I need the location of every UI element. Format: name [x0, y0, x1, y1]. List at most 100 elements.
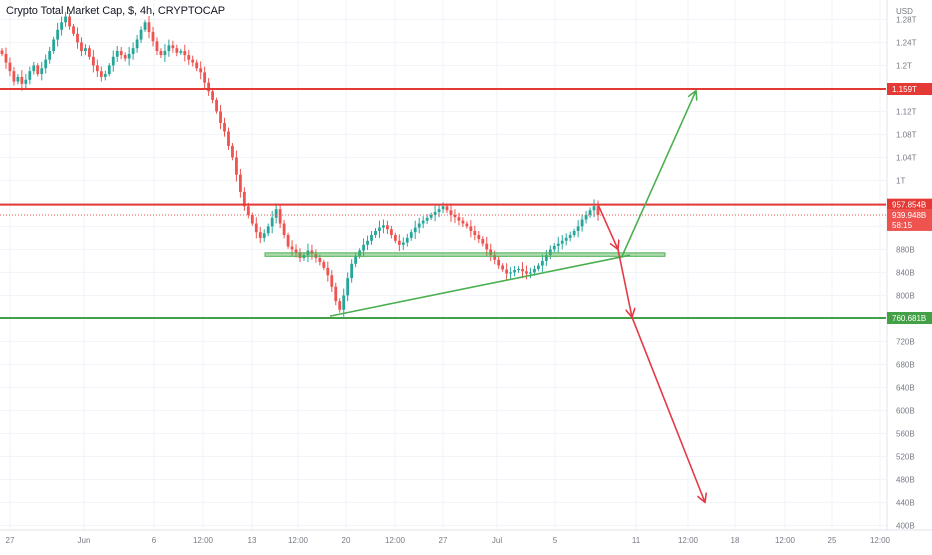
candle-body [338, 301, 342, 310]
candle-body [215, 99, 218, 112]
symbol-title[interactable]: Crypto Total Market Cap, $, 4h, CRYPTOCA… [6, 5, 226, 17]
candle-body [107, 65, 111, 75]
last-price-label-bg [887, 208, 932, 231]
candle-body [537, 265, 540, 269]
candle-body [294, 249, 298, 253]
candle-body [8, 62, 12, 72]
candle-body [282, 223, 286, 236]
candle-body [449, 210, 453, 215]
candle-body [219, 111, 222, 123]
candle-body [111, 56, 115, 66]
candle-body [465, 223, 469, 227]
time-tick-label: 12:00 [288, 536, 309, 545]
price-tick-label: 520B [896, 452, 915, 461]
candle-body [366, 240, 369, 245]
candle-body [346, 278, 350, 296]
price-tick-label: 1.24T [896, 38, 917, 47]
candle-body [183, 51, 187, 56]
candle-body [60, 22, 63, 30]
candle-body [123, 55, 127, 59]
candle-body [433, 212, 437, 215]
candle-body [397, 240, 401, 245]
candle-body [223, 122, 226, 132]
candle-body [175, 48, 179, 53]
candle-body [525, 271, 528, 274]
time-tick-label: 18 [731, 536, 740, 545]
candle-body [310, 250, 314, 255]
time-tick-label: 12:00 [870, 536, 891, 545]
time-tick-label: Jul [492, 536, 502, 545]
price-tick-label: 440B [896, 498, 915, 507]
candle-body [330, 275, 334, 287]
price-label-bg [887, 83, 932, 95]
time-tick-label: 12:00 [193, 536, 214, 545]
candle-body [485, 243, 489, 250]
time-tick-label: Jun [78, 536, 91, 545]
candle-body [99, 71, 103, 77]
candle-body [489, 249, 493, 256]
candle-body [242, 191, 246, 207]
candle-body [417, 223, 421, 228]
candle-body [143, 22, 147, 30]
candle-body [254, 223, 258, 233]
candle-body [195, 62, 199, 69]
candle-body [0, 50, 4, 54]
candle-body [187, 55, 191, 60]
price-tick-label: 400B [896, 521, 915, 530]
candle-body [354, 256, 358, 264]
candle-body [552, 245, 556, 250]
candle-body [91, 56, 95, 66]
candle-body [48, 51, 52, 60]
candle-body [159, 51, 163, 56]
candle-body [246, 206, 250, 215]
candle-body [481, 239, 485, 244]
candle-body [580, 219, 584, 227]
candle-body [95, 65, 99, 72]
candle-body [227, 131, 230, 146]
price-tick-label: 800B [896, 291, 915, 300]
candle-body [250, 214, 254, 224]
candle-body [40, 68, 44, 75]
price-tick-label: 680B [896, 360, 915, 369]
candle-body [12, 71, 16, 82]
candle-body [453, 214, 457, 218]
candle-body [326, 267, 330, 276]
candle-body [477, 235, 481, 240]
candle-body [318, 258, 322, 263]
candle-body [505, 269, 509, 274]
candle-body [163, 51, 167, 56]
candle-body [64, 16, 67, 23]
candle-body [544, 255, 548, 261]
price-label-last-price: 939.948B [892, 211, 926, 220]
candle-body [322, 262, 326, 268]
candle-body [509, 272, 512, 274]
price-label-bg [887, 312, 932, 325]
candle-body [350, 263, 354, 279]
candle-body [596, 206, 600, 215]
candle-body [540, 260, 544, 266]
candle-body [115, 51, 119, 57]
candle-body [191, 59, 195, 63]
candle-body [409, 232, 413, 238]
candle-body [560, 240, 564, 244]
candle-body [179, 51, 183, 53]
candle-body [88, 48, 91, 57]
price-tick-label: 600B [896, 406, 915, 415]
candle-body [588, 210, 592, 215]
candle-body [521, 268, 524, 272]
candle-body [119, 51, 123, 56]
candle-body [290, 246, 294, 250]
candle-body [76, 33, 79, 43]
candle-body [278, 209, 282, 224]
candle-body [362, 244, 365, 251]
candle-body [135, 39, 139, 49]
support-zone [264, 252, 666, 257]
time-tick-label: 27 [439, 536, 448, 545]
candle-body [151, 32, 155, 42]
price-tick-label: 1.28T [896, 15, 917, 24]
arrow-red [631, 316, 705, 502]
candle-body [334, 286, 338, 302]
candle-body [103, 74, 107, 77]
